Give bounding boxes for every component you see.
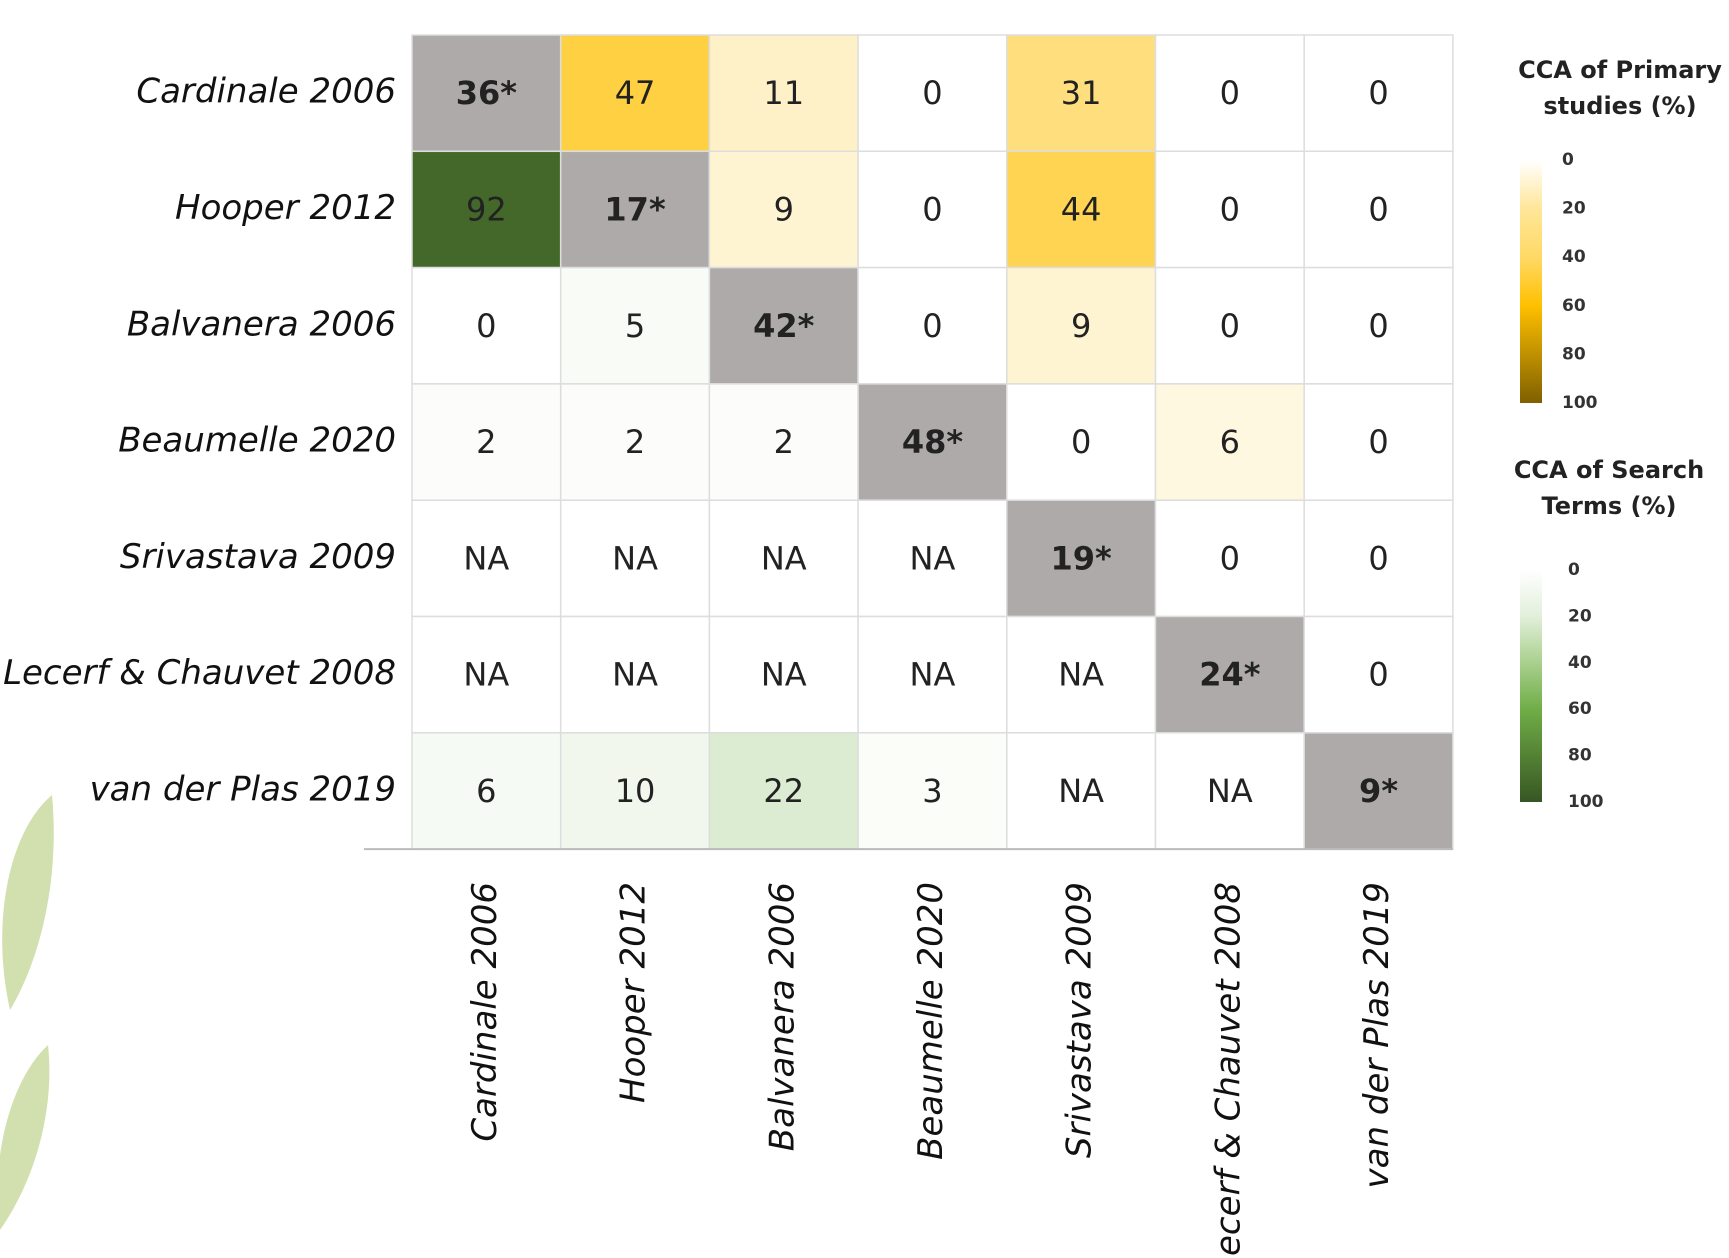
cell-label: 48* xyxy=(902,423,964,461)
cell-label: 0 xyxy=(1220,307,1240,345)
cell-label: 0 xyxy=(1220,190,1240,228)
colorbar-tick-label: 0 xyxy=(1562,150,1574,170)
cell-label: 44 xyxy=(1061,190,1102,228)
cell-label: 0 xyxy=(1220,74,1240,112)
cell-label: 92 xyxy=(466,190,507,228)
colorbar-tick-label: 20 xyxy=(1562,199,1586,219)
cell-label: 9* xyxy=(1359,772,1398,810)
cell-label: 0 xyxy=(1368,190,1388,228)
cell-label: 0 xyxy=(1368,539,1388,577)
cell-label: NA xyxy=(910,539,956,577)
cell-label: 3 xyxy=(922,772,942,810)
y-tick-label: Hooper 2012 xyxy=(175,188,396,228)
cell-label: 19* xyxy=(1051,539,1113,577)
cell-label: 0 xyxy=(1368,423,1388,461)
colorbar-title: CCA of Search Terms (%) xyxy=(1500,452,1718,524)
cell-label: NA xyxy=(1207,772,1253,810)
cell-label: NA xyxy=(910,656,956,694)
y-tick-label: Cardinale 2006 xyxy=(136,72,396,112)
cell-label: NA xyxy=(761,656,807,694)
colorbar-title: CCA of Primary studies (%) xyxy=(1511,52,1729,124)
x-tick-label: Srivastava 2009 xyxy=(1060,882,1100,1158)
x-tick-label: Beaumelle 2020 xyxy=(911,882,951,1160)
cell-label: 17* xyxy=(604,190,666,228)
cell-label: NA xyxy=(1058,656,1104,694)
cell-label: 0 xyxy=(922,190,942,228)
cell-label: 0 xyxy=(1071,423,1091,461)
colorbar-tick-label: 80 xyxy=(1562,344,1586,364)
cell-label: NA xyxy=(463,656,509,694)
cell-label: 11 xyxy=(763,74,804,112)
cell-label: NA xyxy=(612,656,658,694)
cell-label: 0 xyxy=(476,307,496,345)
cell-label: 10 xyxy=(615,772,656,810)
chart: 36*4711031009217*9044000542*090022248*06… xyxy=(0,0,1729,1258)
cell-label: 0 xyxy=(922,307,942,345)
page: 36*4711031009217*9044000542*090022248*06… xyxy=(0,0,1729,1258)
colorbar-tick-label: 100 xyxy=(1562,393,1598,413)
x-tick-label: Balvanera 2006 xyxy=(762,882,802,1151)
cell-label: 31 xyxy=(1061,74,1102,112)
cell-label: NA xyxy=(463,539,509,577)
x-tick-label: Lecerf & Chauvet 2008 xyxy=(1208,882,1248,1258)
cell-label: 0 xyxy=(922,74,942,112)
cell-label: 2 xyxy=(625,423,645,461)
cell-label: 6 xyxy=(1220,423,1240,461)
cell-label: 0 xyxy=(1220,539,1240,577)
cell-label: 47 xyxy=(615,74,656,112)
x-tick-label: Cardinale 2006 xyxy=(465,882,505,1142)
cell-label: 24* xyxy=(1199,656,1261,694)
cell-label: 36* xyxy=(456,74,518,112)
colorbar-tick-label: 60 xyxy=(1568,699,1592,719)
y-tick-label: Lecerf & Chauvet 2008 xyxy=(3,653,396,693)
y-tick-label: Balvanera 2006 xyxy=(127,304,396,344)
colorbar xyxy=(1520,570,1542,802)
cell-label: 9 xyxy=(1071,307,1091,345)
cell-label: 0 xyxy=(1368,656,1388,694)
colorbar-tick-label: 60 xyxy=(1562,296,1586,316)
cell-label: 2 xyxy=(476,423,496,461)
y-tick-label: van der Plas 2019 xyxy=(90,769,396,809)
cell-label: NA xyxy=(612,539,658,577)
cell-label: 0 xyxy=(1368,307,1388,345)
x-tick-label: Hooper 2012 xyxy=(614,882,654,1103)
x-tick-label: van der Plas 2019 xyxy=(1357,882,1397,1188)
y-tick-label: Srivastava 2009 xyxy=(120,537,396,577)
cell-label: NA xyxy=(1058,772,1104,810)
colorbar-tick-label: 20 xyxy=(1568,606,1592,626)
cell-label: 9 xyxy=(774,190,794,228)
cell-label: 6 xyxy=(476,772,496,810)
colorbar-tick-label: 80 xyxy=(1568,746,1592,766)
cell-label: 0 xyxy=(1368,74,1388,112)
cell-label: 2 xyxy=(774,423,794,461)
colorbar-tick-label: 40 xyxy=(1568,653,1592,673)
cell-label: 5 xyxy=(625,307,645,345)
colorbar-tick-label: 0 xyxy=(1568,560,1580,580)
cell-label: 42* xyxy=(753,307,815,345)
leaf-decoration xyxy=(0,795,54,1230)
cell-label: 22 xyxy=(763,772,804,810)
cell-label: NA xyxy=(761,539,807,577)
colorbar-tick-label: 100 xyxy=(1568,792,1604,812)
y-tick-label: Beaumelle 2020 xyxy=(118,421,396,461)
colorbar xyxy=(1520,160,1542,403)
colorbar-tick-label: 40 xyxy=(1562,247,1586,267)
